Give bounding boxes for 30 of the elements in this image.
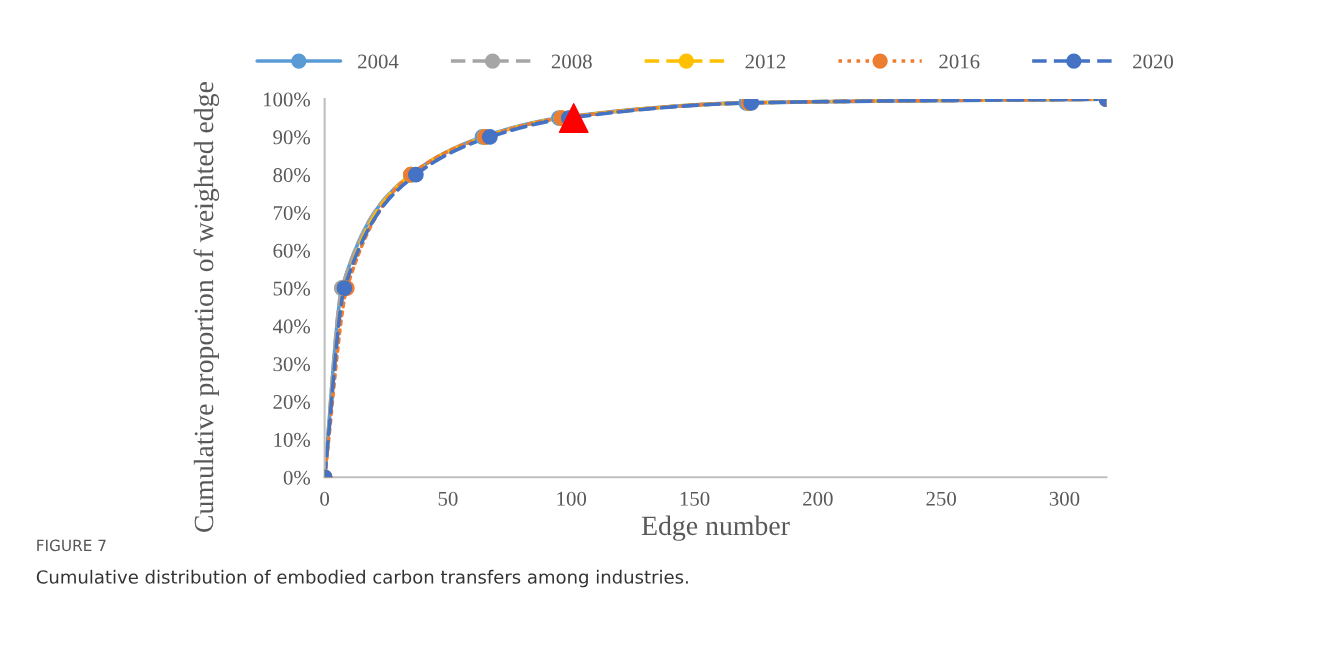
legend-label: 2016 bbox=[939, 54, 980, 69]
point bbox=[408, 166, 424, 183]
y-tick-label: 90% bbox=[273, 130, 311, 145]
x-tick-label: 250 bbox=[926, 491, 956, 506]
x-axis-title: Edge number bbox=[641, 515, 790, 541]
x-tick-label: 200 bbox=[803, 491, 833, 506]
y-tick-label: 100% bbox=[263, 92, 311, 107]
x-tick-label: 0 bbox=[320, 491, 330, 506]
y-tick-label: 40% bbox=[272, 319, 311, 334]
y-axis-title: Cumulative proportion of weighted edge bbox=[193, 82, 220, 532]
legend-label: 2020 bbox=[1133, 54, 1174, 69]
text: Cumulative distribution of embodied carbon transfers among industries. bbox=[36, 569, 688, 588]
legend-label: 2012 bbox=[745, 54, 786, 69]
x-tick-label: 100 bbox=[557, 491, 587, 506]
y-tick-label: 80% bbox=[273, 168, 311, 183]
y-tick-label: 20% bbox=[273, 395, 311, 410]
y-tick-label: 50% bbox=[273, 281, 311, 296]
caption: FIGURE 7 bbox=[37, 539, 106, 552]
legend-label: 2004 bbox=[358, 54, 399, 69]
point bbox=[558, 103, 589, 133]
y-tick-label: 0% bbox=[283, 470, 311, 485]
x-tick-label: 150 bbox=[680, 491, 710, 506]
y-tick-label: 30% bbox=[273, 357, 311, 372]
y-tick-label: 10% bbox=[274, 432, 311, 447]
point bbox=[481, 129, 498, 145]
x-tick-label: 50 bbox=[438, 491, 458, 506]
legend-label: 2008 bbox=[551, 54, 592, 69]
x-tick-label: 300 bbox=[1049, 491, 1080, 506]
y-tick-label: 70% bbox=[273, 205, 311, 221]
y-tick-label: 60% bbox=[273, 243, 311, 258]
